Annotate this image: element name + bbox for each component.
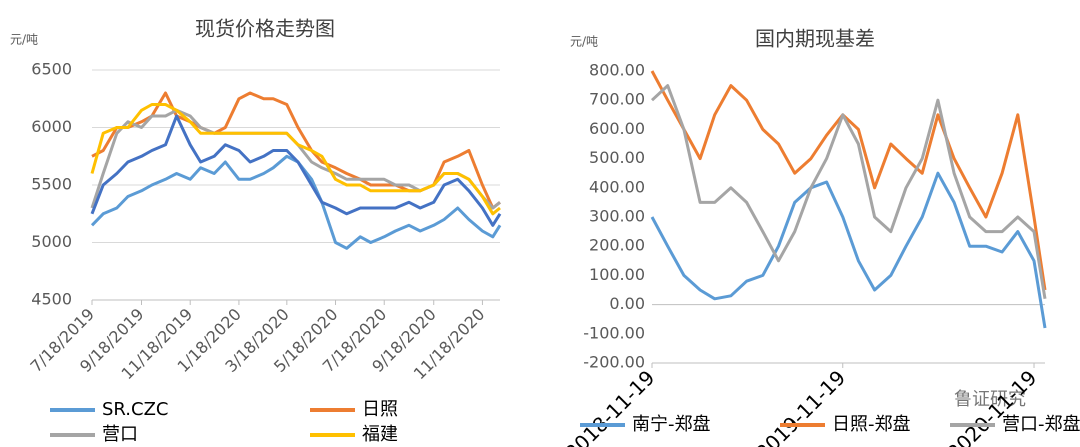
y-tick-label: 700.00 [589, 90, 645, 109]
chart-title: 现货价格走势图 [195, 17, 335, 41]
y-tick-label: 600.00 [589, 119, 645, 138]
legend-label: 南宁-郑盘 [632, 414, 711, 435]
y-tick-label: 800.00 [589, 61, 645, 80]
y-tick-label: 100.00 [589, 265, 645, 284]
y-tick-label: 500.00 [589, 148, 645, 167]
watermark: 鲁证研究 [954, 389, 1026, 410]
series-line [650, 171, 1047, 329]
y-tick-label: 6500 [31, 60, 72, 79]
y-tick-label: 5500 [31, 175, 72, 194]
series-line [90, 103, 501, 216]
series-line [650, 70, 1047, 291]
y-tick-label: 0.00 [609, 294, 645, 313]
y-tick-label: 4500 [31, 290, 72, 309]
y-tick-label: 200.00 [589, 236, 645, 255]
legend-label: 日照 [362, 399, 398, 420]
legend-label: 福建 [362, 424, 398, 445]
y-tick-label: -200.00 [583, 353, 645, 372]
y-tick-label: 6000 [31, 117, 72, 136]
series-line [90, 114, 502, 227]
y-unit: 元/吨 [10, 33, 38, 47]
y-tick-label: 400.00 [589, 177, 645, 196]
y-tick-label: 5000 [31, 232, 72, 251]
legend-label: 营口-郑盘 [1002, 414, 1080, 435]
legend-label: 日照-郑盘 [832, 414, 911, 435]
series-line [91, 91, 501, 210]
legend-label: SR.CZC [102, 399, 168, 420]
chart-title: 国内期现基差 [755, 27, 875, 51]
y-tick-label: -100.00 [583, 323, 645, 342]
legend-label: 营口 [102, 424, 138, 445]
series-line [650, 84, 1047, 300]
y-unit: 元/吨 [570, 35, 598, 49]
y-tick-label: 300.00 [589, 207, 645, 226]
